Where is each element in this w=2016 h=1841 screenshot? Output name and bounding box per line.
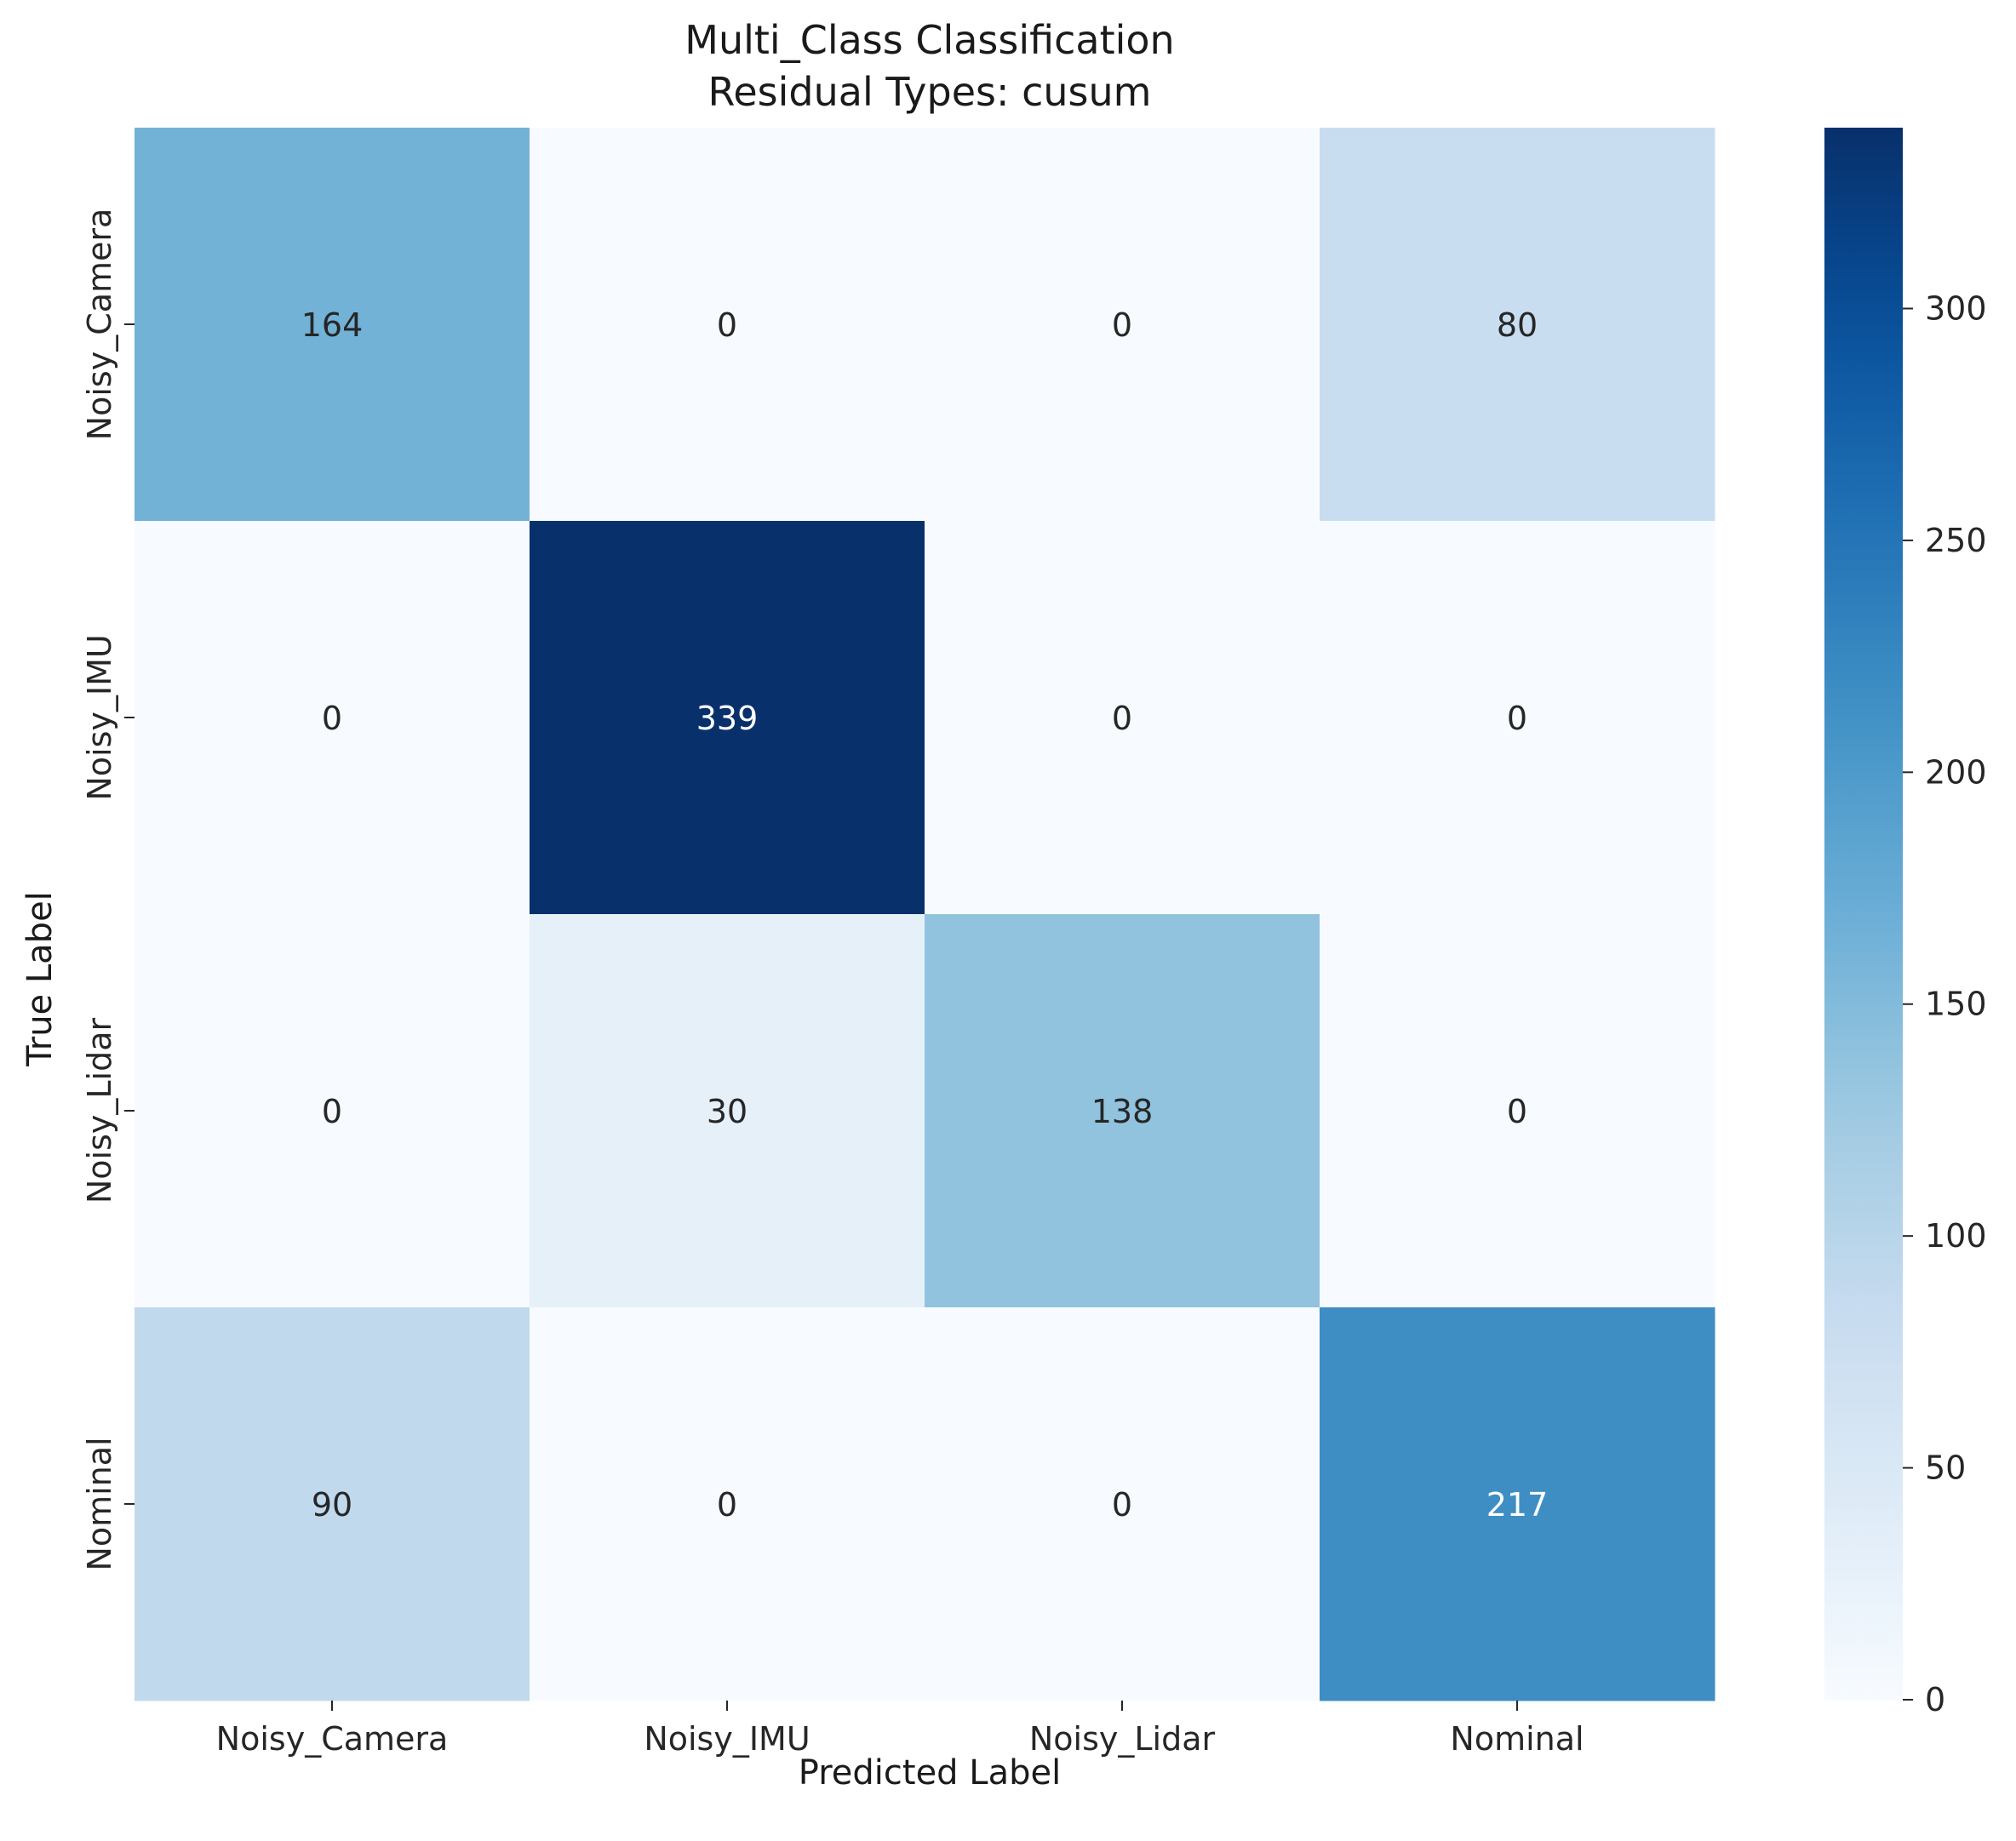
- heatmap-cell: [530, 128, 925, 522]
- heatmap-cell: [135, 128, 530, 522]
- cell-value-label: 0: [1112, 1486, 1132, 1524]
- y-axis-label: True Label: [20, 891, 60, 1067]
- cell-value-label: 0: [717, 306, 737, 344]
- cell-value-label: 217: [1486, 1486, 1549, 1524]
- heatmap-cell: [530, 914, 925, 1308]
- cell-value-label: 0: [322, 700, 342, 737]
- y-axis-ticks: Noisy_Camera Noisy_IMU Noisy_Lidar Nominal: [81, 209, 135, 1571]
- chart-title: Multi_Class Classification: [684, 17, 1174, 63]
- heatmap-cell: [135, 521, 530, 915]
- cell-value-label: 0: [322, 1093, 342, 1130]
- y-tick-label: Noisy_Camera: [81, 209, 118, 441]
- heatmap-cell: [925, 128, 1320, 522]
- x-tick-label: Noisy_Lidar: [1029, 1720, 1216, 1758]
- cell-value-label: 30: [707, 1093, 747, 1130]
- colorbar-tick-label: 100: [1925, 1217, 1987, 1255]
- colorbar: 0 50 100 150 200 250 300: [1824, 128, 1987, 1718]
- heatmap-cell: [1320, 1307, 1715, 1701]
- cell-value-label: 80: [1497, 306, 1538, 344]
- colorbar-tick-label: 300: [1925, 289, 1987, 327]
- cell-value-label: 0: [717, 1486, 737, 1524]
- cell-value-label: 0: [1507, 1093, 1527, 1130]
- x-tick-label: Noisy_IMU: [644, 1720, 810, 1758]
- heatmap-cells: [135, 128, 1715, 1701]
- chart-subtitle: Residual Types: cusum: [707, 69, 1151, 115]
- heatmap-cell: [135, 914, 530, 1308]
- heatmap-cell: [530, 521, 925, 915]
- heatmap-cell: [135, 1307, 530, 1701]
- colorbar-tick-label: 0: [1925, 1681, 1945, 1718]
- colorbar-tick-label: 200: [1925, 753, 1987, 791]
- cell-value-label: 339: [696, 700, 759, 737]
- y-tick-label: Noisy_Lidar: [81, 1017, 118, 1204]
- colorbar-tick-label: 50: [1925, 1449, 1966, 1487]
- colorbar-gradient: [1824, 128, 1903, 1700]
- colorbar-tick-label: 150: [1925, 986, 1987, 1023]
- cell-value-label: 0: [1112, 306, 1132, 344]
- heatmap-cell: [925, 914, 1320, 1308]
- heatmap-cell: [925, 1307, 1320, 1701]
- heatmap-cell-labels: 164 0 0 80 0 339 0 0 0 30 138 0 90 0 0 217: [301, 306, 1549, 1524]
- x-tick-label: Nominal: [1450, 1720, 1584, 1758]
- heatmap-cell: [1320, 914, 1715, 1308]
- colorbar-tick-label: 250: [1925, 522, 1987, 559]
- x-axis-label: Predicted Label: [799, 1753, 1061, 1792]
- y-tick-label: Nominal: [81, 1437, 118, 1570]
- cell-value-label: 90: [312, 1486, 352, 1524]
- y-tick-label: Noisy_IMU: [81, 634, 118, 800]
- cell-value-label: 0: [1507, 700, 1527, 737]
- x-axis-ticks: Noisy_Camera Noisy_IMU Noisy_Lidar Nominal: [216, 1701, 1584, 1758]
- heatmap-cell: [925, 521, 1320, 915]
- heatmap-cell: [1320, 128, 1715, 522]
- cell-value-label: 164: [301, 306, 364, 344]
- cell-value-label: 0: [1112, 700, 1132, 737]
- heatmap-cell: [530, 1307, 925, 1701]
- heatmap-cell: [1320, 521, 1715, 915]
- cell-value-label: 138: [1091, 1093, 1154, 1130]
- x-tick-label: Noisy_Camera: [216, 1720, 449, 1758]
